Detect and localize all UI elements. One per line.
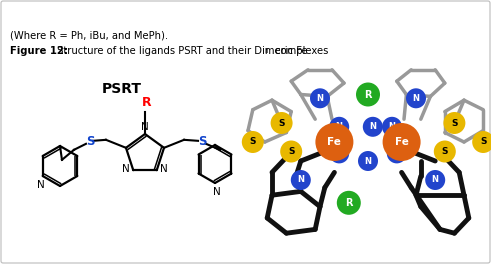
Circle shape bbox=[425, 170, 445, 190]
Text: R: R bbox=[364, 89, 372, 100]
Text: R: R bbox=[345, 198, 353, 208]
Text: N: N bbox=[336, 149, 343, 158]
Circle shape bbox=[242, 131, 264, 153]
Text: R: R bbox=[142, 96, 152, 109]
Text: N: N bbox=[393, 149, 400, 158]
Text: N: N bbox=[141, 122, 149, 132]
Text: N: N bbox=[369, 122, 376, 131]
Text: S: S bbox=[288, 147, 295, 156]
Text: N: N bbox=[213, 187, 221, 197]
Text: (Where R = Ph, iBu, and MePh).: (Where R = Ph, iBu, and MePh). bbox=[10, 30, 168, 40]
Circle shape bbox=[315, 123, 354, 161]
Text: N: N bbox=[317, 94, 324, 103]
Circle shape bbox=[337, 191, 361, 215]
Circle shape bbox=[387, 143, 407, 163]
Circle shape bbox=[382, 117, 402, 137]
Text: N: N bbox=[364, 157, 372, 166]
Text: N: N bbox=[432, 176, 438, 185]
Text: N: N bbox=[122, 164, 130, 174]
Text: S: S bbox=[278, 119, 285, 128]
Circle shape bbox=[434, 140, 456, 163]
Circle shape bbox=[329, 143, 349, 163]
Text: S: S bbox=[198, 135, 206, 148]
Text: N: N bbox=[297, 176, 304, 185]
Circle shape bbox=[363, 117, 383, 137]
Text: Fe: Fe bbox=[395, 137, 409, 147]
Circle shape bbox=[310, 88, 330, 108]
Text: N: N bbox=[160, 164, 167, 174]
Text: N: N bbox=[388, 122, 395, 131]
Circle shape bbox=[382, 123, 421, 161]
Circle shape bbox=[406, 88, 426, 108]
Circle shape bbox=[472, 131, 491, 153]
Text: PSRT: PSRT bbox=[102, 82, 142, 96]
Text: S: S bbox=[86, 135, 94, 148]
Text: Structure of the ligands PSRT and their Dimeric Fe: Structure of the ligands PSRT and their … bbox=[54, 46, 308, 56]
Text: –: – bbox=[144, 165, 150, 175]
Circle shape bbox=[271, 112, 293, 134]
Circle shape bbox=[291, 170, 311, 190]
Text: S: S bbox=[249, 138, 256, 147]
Text: S: S bbox=[441, 147, 448, 156]
Text: S: S bbox=[451, 119, 458, 128]
Text: II: II bbox=[264, 48, 268, 54]
Text: N: N bbox=[412, 94, 419, 103]
Text: N: N bbox=[37, 180, 45, 190]
Text: N: N bbox=[336, 122, 343, 131]
Text: Fe: Fe bbox=[327, 137, 341, 147]
Circle shape bbox=[356, 82, 380, 106]
Text: complexes: complexes bbox=[272, 46, 328, 56]
Circle shape bbox=[443, 112, 465, 134]
Circle shape bbox=[358, 151, 378, 171]
Circle shape bbox=[329, 117, 349, 137]
Text: Figure 12:: Figure 12: bbox=[10, 46, 68, 56]
Circle shape bbox=[280, 140, 302, 163]
Text: S: S bbox=[480, 138, 487, 147]
